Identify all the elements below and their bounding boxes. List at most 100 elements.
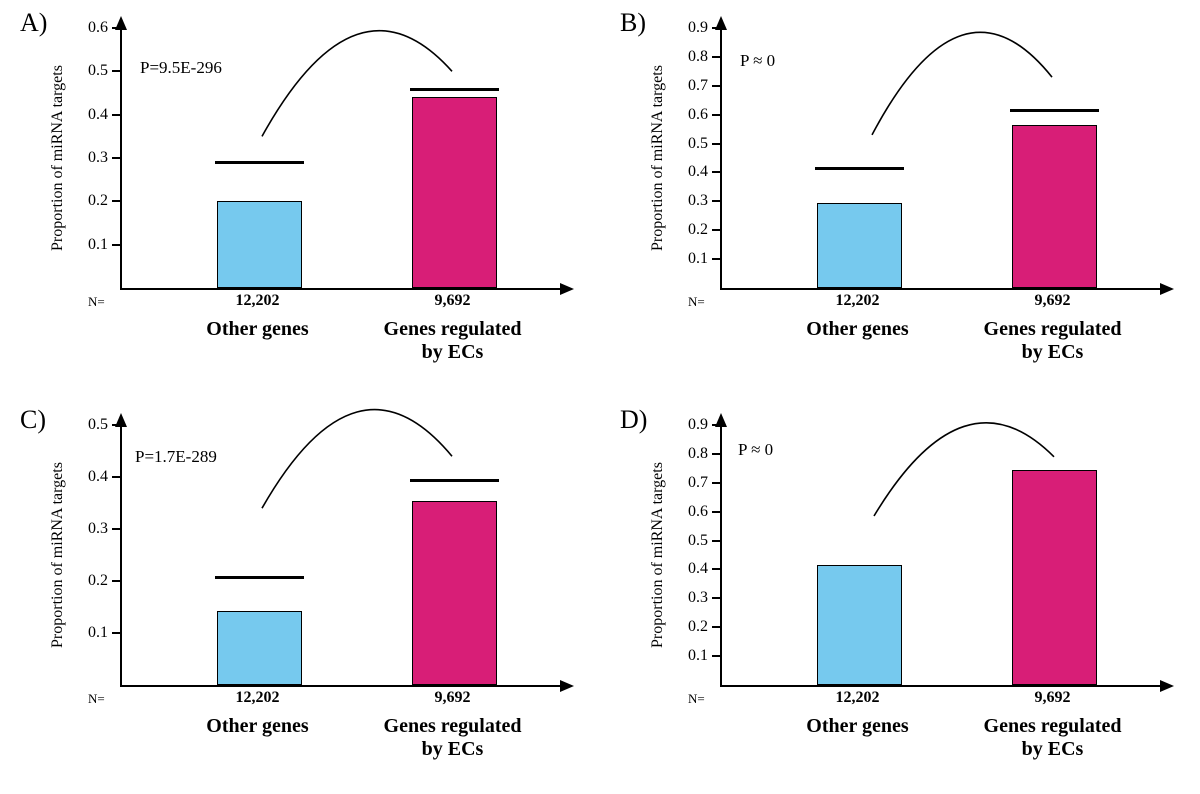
y-tick-label: 0.2 [688, 618, 708, 636]
y-tick-label: 0.2 [88, 572, 108, 590]
y-tick [112, 632, 120, 634]
y-tick-label: 0.2 [688, 221, 708, 239]
y-tick-label: 0.4 [88, 468, 108, 486]
category-ec-genes: Genes regulatedby ECs [384, 318, 522, 364]
y-tick [112, 200, 120, 202]
y-tick-label: 0.3 [688, 589, 708, 607]
y-tick [112, 476, 120, 478]
y-tick [112, 528, 120, 530]
n-value: 9,692 [1035, 689, 1071, 707]
y-tick-label: 0.7 [688, 77, 708, 95]
y-tick [712, 229, 720, 231]
y-tick [712, 626, 720, 628]
y-tick [712, 143, 720, 145]
n-value: 12,202 [836, 292, 880, 310]
n-value: 9,692 [435, 292, 471, 310]
category-ec-genes: Genes regulatedby ECs [384, 715, 522, 761]
y-tick-label: 0.1 [688, 647, 708, 665]
n-value: 12,202 [236, 292, 280, 310]
y-tick [112, 114, 120, 116]
y-tick-label: 0.5 [88, 416, 108, 434]
n-equals-label: N= [88, 691, 105, 707]
n-equals-label: N= [88, 294, 105, 310]
y-tick [712, 482, 720, 484]
y-tick-label: 0.3 [688, 192, 708, 210]
category-ec-genes: Genes regulatedby ECs [984, 715, 1122, 761]
y-tick [712, 511, 720, 513]
y-tick-label: 0.6 [88, 19, 108, 37]
category-ec-genes: Genes regulatedby ECs [984, 318, 1122, 364]
plot-area: 0.10.20.30.40.50.60.70.80.9 [720, 425, 1162, 687]
panel-label: B) [620, 8, 646, 38]
n-value: 9,692 [1035, 292, 1071, 310]
y-tick [712, 171, 720, 173]
panel-label: D) [620, 405, 647, 435]
y-tick-label: 0.8 [688, 445, 708, 463]
y-tick-label: 0.9 [688, 416, 708, 434]
category-other-genes: Other genes [806, 715, 908, 738]
y-tick-label: 0.9 [688, 19, 708, 37]
panel-label: C) [20, 405, 46, 435]
y-tick-label: 0.4 [88, 106, 108, 124]
y-tick [712, 597, 720, 599]
y-tick [712, 453, 720, 455]
n-value: 12,202 [836, 689, 880, 707]
y-tick-label: 0.1 [88, 236, 108, 254]
y-tick [712, 258, 720, 260]
category-other-genes: Other genes [206, 318, 308, 341]
y-tick [112, 580, 120, 582]
y-axis-label: Proportion of miRNA targets [48, 28, 68, 288]
figure-grid: A)Proportion of miRNA targets0.10.20.30.… [0, 0, 1200, 794]
y-tick-label: 0.4 [688, 560, 708, 578]
significance-bracket [722, 8, 1162, 308]
p-value: P ≈ 0 [738, 440, 773, 460]
panel-label: A) [20, 8, 47, 38]
y-tick-label: 0.3 [88, 149, 108, 167]
y-tick-label: 0.3 [88, 520, 108, 538]
y-tick-label: 0.6 [688, 106, 708, 124]
y-tick [712, 27, 720, 29]
y-tick-label: 0.5 [88, 62, 108, 80]
y-tick [712, 424, 720, 426]
y-tick-label: 0.6 [688, 503, 708, 521]
n-equals-label: N= [688, 294, 705, 310]
y-tick-label: 0.4 [688, 163, 708, 181]
y-tick [112, 424, 120, 426]
y-tick [712, 200, 720, 202]
y-tick [112, 157, 120, 159]
y-tick [712, 540, 720, 542]
p-value: P=9.5E-296 [140, 58, 222, 78]
y-tick-label: 0.5 [688, 532, 708, 550]
p-value: P=1.7E-289 [135, 447, 217, 467]
y-tick [712, 56, 720, 58]
y-axis-label: Proportion of miRNA targets [48, 425, 68, 685]
y-axis-label: Proportion of miRNA targets [648, 28, 668, 288]
panel-b: B)Proportion of miRNA targets0.10.20.30.… [620, 8, 1180, 388]
y-tick-label: 0.1 [88, 624, 108, 642]
y-tick-label: 0.1 [688, 250, 708, 268]
plot-area: 0.10.20.30.40.50.60.70.80.9 [720, 28, 1162, 290]
y-tick [712, 85, 720, 87]
panel-d: D)Proportion of miRNA targets0.10.20.30.… [620, 405, 1180, 785]
significance-bracket [722, 405, 1162, 705]
panel-c: C)Proportion of miRNA targets 0.1 0.2 0.3 0.… [20, 405, 580, 785]
panel-a: A)Proportion of miRNA targets 0.1 0.2 0.3 0.… [20, 8, 580, 388]
y-tick [712, 655, 720, 657]
y-tick-label: 0.7 [688, 474, 708, 492]
y-tick [712, 114, 720, 116]
y-axis-label: Proportion of miRNA targets [648, 425, 668, 685]
p-value: P ≈ 0 [740, 51, 775, 71]
n-equals-label: N= [688, 691, 705, 707]
n-value: 12,202 [236, 689, 280, 707]
y-tick-label: 0.5 [688, 135, 708, 153]
y-tick [112, 27, 120, 29]
y-tick-label: 0.8 [688, 48, 708, 66]
y-tick [112, 70, 120, 72]
n-value: 9,692 [435, 689, 471, 707]
significance-bracket [122, 8, 562, 308]
y-tick [112, 244, 120, 246]
y-tick [712, 568, 720, 570]
category-other-genes: Other genes [806, 318, 908, 341]
category-other-genes: Other genes [206, 715, 308, 738]
y-tick-label: 0.2 [88, 192, 108, 210]
